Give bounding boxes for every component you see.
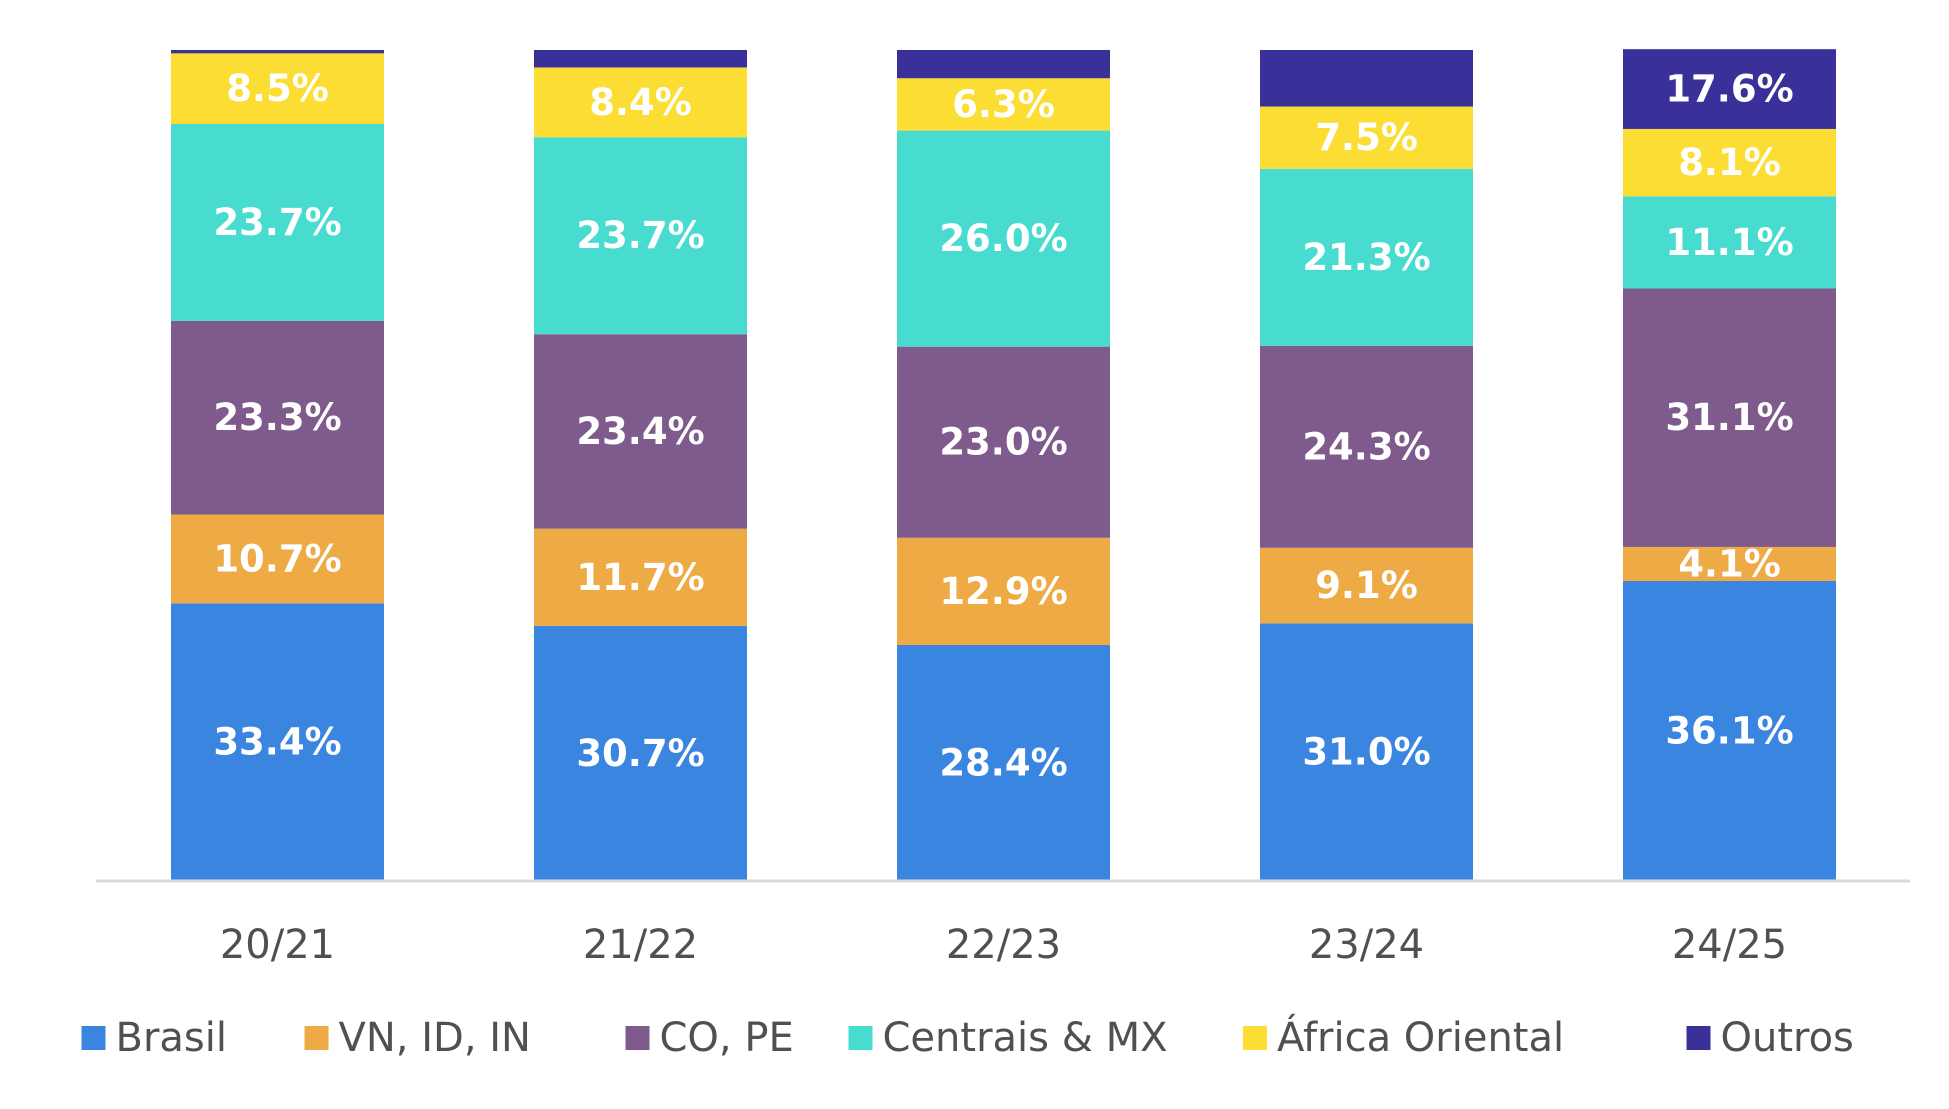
bar-brasil-20-21: [171, 603, 384, 881]
bar-brasil-22-23: [897, 644, 1110, 881]
data-label-frica-oriental-21-22: 8.4%: [589, 81, 692, 124]
data-label-vn-id-in-24-25: 4.1%: [1678, 542, 1781, 585]
data-label-co-pe-22-23: 23.0%: [939, 421, 1067, 464]
data-label-outros-24-25: 17.6%: [1665, 68, 1793, 111]
legend: Brasil VN, ID, IN CO, PE Centrais & MX Áfric…: [81, 1013, 1854, 1061]
data-label-brasil-20-21: 33.4%: [213, 721, 341, 764]
bar-vn-id-in-23-24: [1260, 547, 1473, 624]
bar-vn-id-in-22-23: [897, 537, 1110, 645]
x-tick-label-20-21: 20/21: [220, 922, 335, 968]
data-label-centrais-mx-20-21: 23.7%: [213, 201, 341, 244]
bar-centrais-mx-23-24: [1260, 168, 1473, 346]
data-label-co-pe-21-22: 23.4%: [576, 410, 704, 453]
legend-swatch-outros: [1686, 1026, 1711, 1050]
bar-co-pe-23-24: [1260, 345, 1473, 548]
bar-brasil-24-25: [1623, 581, 1836, 881]
data-label-frica-oriental-22-23: 6.3%: [952, 83, 1055, 126]
data-label-centrais-mx-24-25: 11.1%: [1665, 221, 1793, 264]
data-label-co-pe-24-25: 31.1%: [1665, 396, 1793, 439]
bar-frica-oriental-20-21: [171, 53, 384, 124]
bar-outros-21-22: [534, 50, 747, 68]
data-label-centrais-mx-21-22: 23.7%: [576, 214, 704, 257]
legend-swatch-brasil: [81, 1026, 106, 1050]
legend-swatch-centrais-mx: [848, 1026, 873, 1050]
bar-co-pe-21-22: [534, 334, 747, 529]
x-tick-label-23-24: 23/24: [1309, 922, 1424, 968]
data-label-brasil-22-23: 28.4%: [939, 741, 1067, 784]
legend-item-vn-id-in: VN, ID, IN: [304, 1015, 531, 1061]
data-label-brasil-21-22: 30.7%: [576, 732, 704, 775]
bar-outros-23-24: [1260, 50, 1473, 107]
data-label-co-pe-23-24: 24.3%: [1302, 425, 1430, 468]
bar-frica-oriental-23-24: [1260, 106, 1473, 169]
data-label-co-pe-20-21: 23.3%: [213, 396, 341, 439]
legend-label-outros: Outros: [1721, 1015, 1854, 1061]
legend-item-brasil: Brasil: [81, 1015, 227, 1061]
data-label-vn-id-in-21-22: 11.7%: [576, 556, 704, 599]
legend-item-co-pe: CO, PE: [625, 1015, 794, 1061]
bar-frica-oriental-21-22: [534, 67, 747, 138]
bar-vn-id-in-24-25: [1623, 546, 1836, 582]
bar-outros-20-21: [171, 50, 384, 54]
legend-swatch-vn-id-in: [304, 1026, 329, 1050]
x-axis-ticks: 20/21 21/22 22/23 23/24 24/25: [220, 922, 1787, 968]
legend-label-centrais-mx: Centrais & MX: [883, 1015, 1168, 1061]
bar-vn-id-in-20-21: [171, 514, 384, 604]
x-tick-label-22-23: 22/23: [946, 922, 1061, 968]
bar-frica-oriental-22-23: [897, 78, 1110, 131]
data-label-vn-id-in-22-23: 12.9%: [939, 570, 1067, 613]
bar-frica-oriental-24-25: [1623, 128, 1836, 197]
bar-brasil-23-24: [1260, 623, 1473, 881]
legend-swatch-frica-oriental: [1243, 1026, 1267, 1050]
x-tick-label-21-22: 21/22: [583, 922, 698, 968]
bar-brasil-21-22: [534, 625, 747, 881]
data-label-vn-id-in-20-21: 10.7%: [213, 537, 341, 580]
bar-centrais-mx-24-25: [1623, 196, 1836, 289]
legend-label-vn-id-in: VN, ID, IN: [339, 1015, 531, 1061]
legend-item-centrais-mx: Centrais & MX: [848, 1015, 1168, 1061]
data-label-frica-oriental-24-25: 8.1%: [1678, 141, 1781, 184]
data-label-frica-oriental-20-21: 8.5%: [226, 67, 329, 110]
legend-label-frica-oriental: África Oriental: [1277, 1013, 1564, 1061]
bar-outros-22-23: [897, 50, 1110, 79]
bars-layer: 33.4% 10.7% 23.3% 23.7% 8.5% 30.7% 11.7% 23.4% 2…: [171, 49, 1836, 881]
bar-centrais-mx-20-21: [171, 123, 384, 321]
data-label-frica-oriental-23-24: 7.5%: [1315, 116, 1418, 159]
legend-item-frica-oriental: África Oriental: [1243, 1013, 1564, 1061]
bar-centrais-mx-21-22: [534, 137, 747, 335]
legend-item-outros: Outros: [1686, 1015, 1854, 1061]
data-label-centrais-mx-22-23: 26.0%: [939, 217, 1067, 260]
data-label-brasil-23-24: 31.0%: [1302, 731, 1430, 774]
data-label-vn-id-in-23-24: 9.1%: [1315, 564, 1418, 607]
legend-swatch-co-pe: [625, 1026, 650, 1050]
x-tick-label-24-25: 24/25: [1672, 922, 1787, 968]
bar-co-pe-24-25: [1623, 288, 1836, 547]
bar-co-pe-22-23: [897, 346, 1110, 538]
data-label-centrais-mx-23-24: 21.3%: [1302, 236, 1430, 279]
bar-vn-id-in-21-22: [534, 528, 747, 626]
legend-label-co-pe: CO, PE: [660, 1015, 794, 1061]
bar-co-pe-20-21: [171, 320, 384, 515]
legend-label-brasil: Brasil: [116, 1015, 227, 1061]
bar-outros-24-25: [1623, 49, 1836, 129]
bar-centrais-mx-22-23: [897, 130, 1110, 347]
data-label-brasil-24-25: 36.1%: [1665, 710, 1793, 753]
